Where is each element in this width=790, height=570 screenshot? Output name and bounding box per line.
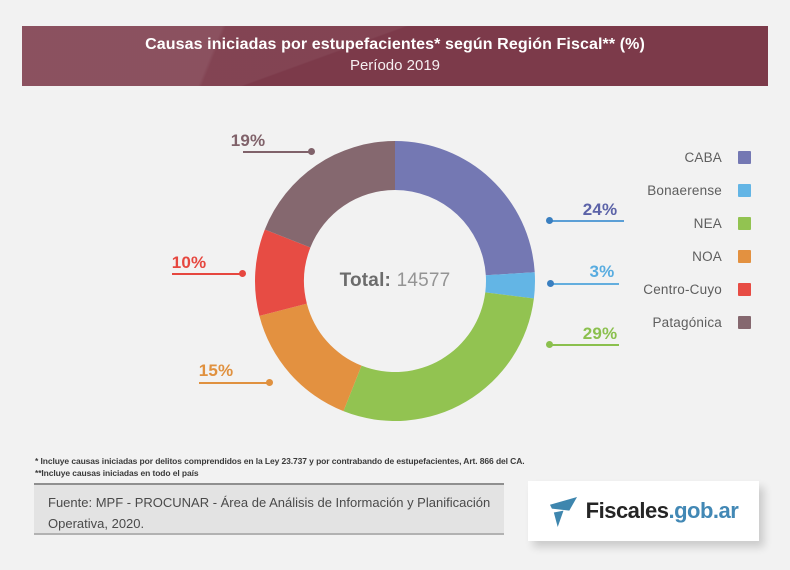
header-decoration [22, 26, 768, 86]
logo-name: Fiscales [585, 498, 669, 523]
donut-segment-noa [259, 303, 362, 412]
legend-label: Patagónica [652, 315, 722, 330]
donut-segment-caba [395, 141, 535, 276]
donut-chart [254, 141, 535, 421]
callout-noa-pct: 15% [198, 361, 234, 380]
legend: CABA Bonaerense NEA NOA Centro-Cuyo Pata… [610, 141, 751, 339]
fiscales-logo: Fiscales.gob.ar [528, 481, 759, 541]
callout-centro-cuyo-line [172, 273, 243, 275]
chart-subtitle: Período 2019 [349, 57, 441, 74]
fiscales-flag-icon [549, 496, 577, 527]
footnote-2: **Incluye causas iniciadas en todo el pa… [35, 467, 199, 478]
legend-item-centro-cuyo: Centro-Cuyo [610, 273, 751, 306]
footnote-1: * Incluye causas iniciadas por delitos c… [35, 456, 525, 466]
source-box: Fuente: MPF - PROCUNAR - Área de Análisi… [34, 483, 504, 535]
legend-swatch-centro-cuyo [738, 283, 751, 296]
callout-bonaerense-line [549, 283, 619, 285]
donut-segment-centro-cuyo [254, 229, 311, 316]
callout-nea-line [548, 344, 619, 346]
legend-swatch-patagonica [738, 316, 751, 329]
legend-label: NEA [693, 216, 722, 231]
legend-swatch-caba [738, 151, 751, 164]
logo-text: Fiscales.gob.ar [586, 498, 739, 524]
callout-centro-cuyo-dot [239, 270, 246, 277]
callout-bonaerense-pct: 3% [589, 262, 615, 281]
chart-title: Causas iniciadas por estupefacientes* se… [145, 36, 645, 53]
legend-label: CABA [684, 150, 722, 165]
legend-label: Centro-Cuyo [643, 282, 722, 297]
total-label: Total: [339, 270, 392, 291]
legend-label: NOA [692, 249, 722, 264]
donut-segment-bonaerense [485, 272, 535, 299]
legend-item-bonaerense: Bonaerense [610, 174, 751, 207]
footnotes: * Incluye causas iniciadas por delitos c… [35, 456, 555, 479]
callout-nea-dot [546, 341, 553, 348]
donut-total: Total: 14577 [295, 270, 495, 292]
donut-segment-patagónica [264, 141, 395, 248]
source-text: Fuente: MPF - PROCUNAR - Área de Análisi… [48, 495, 491, 531]
legend-label: Bonaerense [647, 183, 722, 198]
donut-segment-nea [343, 292, 534, 421]
callout-caba-pct: 24% [582, 200, 618, 219]
callout-noa-dot [266, 379, 273, 386]
callout-patagonica-dot [308, 148, 315, 155]
callout-noa-line [199, 382, 270, 384]
header-decoration [22, 26, 768, 86]
legend-item-caba: CABA [610, 141, 751, 174]
total-value: 14577 [396, 270, 451, 291]
legend-item-noa: NOA [610, 240, 751, 273]
callout-nea-pct: 29% [582, 324, 618, 343]
callout-patagonica-pct: 19% [230, 131, 266, 150]
legend-swatch-bonaerense [738, 184, 751, 197]
legend-swatch-nea [738, 217, 751, 230]
callout-caba-dot [546, 217, 553, 224]
logo-domain: .gob.ar [668, 498, 739, 523]
header-band: Causas iniciadas por estupefacientes* se… [22, 26, 768, 86]
callout-patagonica-line [243, 151, 312, 153]
legend-item-patagonica: Patagónica [610, 306, 751, 339]
legend-swatch-noa [738, 250, 751, 263]
callout-centro-cuyo-pct: 10% [171, 253, 207, 272]
callout-caba-line [548, 220, 624, 222]
legend-item-nea: NEA [610, 207, 751, 240]
callout-bonaerense-dot [547, 280, 554, 287]
